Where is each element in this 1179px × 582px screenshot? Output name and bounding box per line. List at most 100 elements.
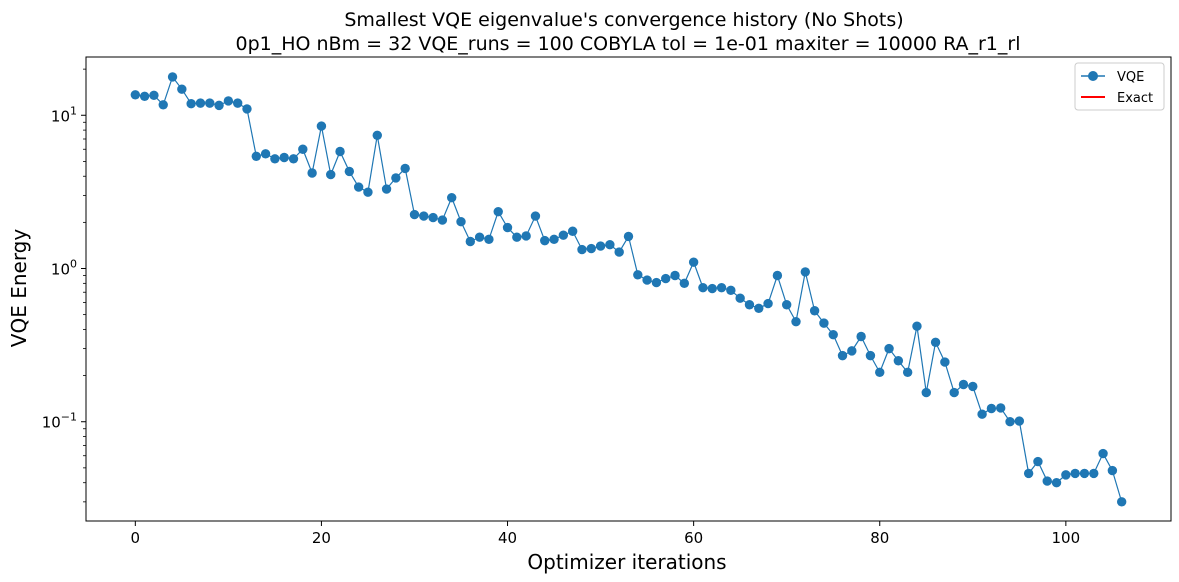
vqe-point-27 xyxy=(381,184,392,194)
vqe-point-104 xyxy=(1098,448,1108,459)
x-axis-label: Optimizer iterations xyxy=(527,550,726,574)
vqe-point-42 xyxy=(521,231,531,241)
vqe-point-39 xyxy=(493,206,503,217)
vqe-point-75 xyxy=(828,329,838,340)
vqe-point-25 xyxy=(363,187,373,197)
vqe-point-52 xyxy=(614,247,624,257)
vqe-point-21 xyxy=(326,169,336,180)
vqe-point-74 xyxy=(819,318,829,328)
vqe-point-60 xyxy=(688,257,699,267)
vqe-point-97 xyxy=(1033,456,1043,467)
vqe-point-85 xyxy=(921,387,931,398)
vqe-point-40 xyxy=(502,222,513,233)
vqe-point-23 xyxy=(344,166,355,177)
vqe-point-100 xyxy=(1061,470,1071,480)
legend-vqe-marker xyxy=(1088,71,1098,81)
vqe-point-15 xyxy=(270,154,280,164)
vqe-point-16 xyxy=(279,152,289,163)
vqe-point-78 xyxy=(856,331,866,342)
vqe-point-91 xyxy=(977,409,987,419)
vqe-point-0 xyxy=(130,90,141,100)
vqe-point-41 xyxy=(512,232,522,242)
vqe-point-20 xyxy=(316,121,327,131)
vqe-point-30 xyxy=(409,209,420,220)
vqe-point-80 xyxy=(875,367,885,378)
vqe-point-14 xyxy=(260,149,271,159)
vqe-point-44 xyxy=(540,235,550,246)
vqe-point-72 xyxy=(800,267,810,277)
x-tick-label-100: 100 xyxy=(1052,529,1081,547)
vqe-point-8 xyxy=(205,98,215,108)
vqe-point-50 xyxy=(595,241,606,251)
vqe-point-4 xyxy=(167,72,178,82)
vqe-point-17 xyxy=(288,154,299,164)
vqe-point-31 xyxy=(419,211,429,221)
vqe-point-73 xyxy=(809,306,820,316)
vqe-point-81 xyxy=(884,343,894,354)
vqe-point-102 xyxy=(1079,468,1090,479)
vqe-point-11 xyxy=(232,98,243,108)
vqe-point-88 xyxy=(949,387,959,398)
vqe-point-43 xyxy=(530,211,541,221)
vqe-point-70 xyxy=(781,300,792,310)
vqe-point-96 xyxy=(1023,468,1034,479)
vqe-point-56 xyxy=(651,277,662,288)
vqe-point-101 xyxy=(1070,468,1080,479)
vqe-point-32 xyxy=(428,212,438,223)
vqe-point-10 xyxy=(223,96,234,106)
legend: VQE Exact xyxy=(1074,62,1165,111)
vqe-point-77 xyxy=(847,346,857,356)
vqe-point-62 xyxy=(707,283,717,294)
chart-title: Smallest VQE eigenvalue's convergence hi… xyxy=(344,9,903,31)
vqe-point-18 xyxy=(298,144,308,154)
vqe-point-58 xyxy=(670,270,680,281)
vqe-point-61 xyxy=(698,282,708,293)
vqe-point-2 xyxy=(149,90,159,100)
vqe-point-92 xyxy=(986,403,997,414)
x-axis: 0 20 40 60 80 100 xyxy=(131,521,1081,547)
y-tick-label-2: 101 xyxy=(51,104,77,125)
vqe-point-95 xyxy=(1014,416,1025,426)
legend-vqe-label: VQE xyxy=(1117,70,1144,85)
vqe-point-6 xyxy=(186,98,196,109)
vqe-point-57 xyxy=(661,273,671,284)
vqe-point-28 xyxy=(391,173,401,183)
x-tick-label-40: 40 xyxy=(498,529,517,547)
vqe-point-86 xyxy=(930,337,941,347)
x-tick-label-0: 0 xyxy=(131,529,141,547)
vqe-point-105 xyxy=(1107,465,1118,476)
vqe-point-64 xyxy=(726,285,736,296)
vqe-point-36 xyxy=(465,236,476,247)
vqe-point-46 xyxy=(558,230,569,240)
plot-frame xyxy=(85,56,1172,522)
vqe-point-1 xyxy=(139,91,150,101)
vqe-point-98 xyxy=(1042,476,1052,486)
y-tick-label-1: 100 xyxy=(51,257,77,278)
vqe-point-54 xyxy=(633,270,643,280)
vqe-point-82 xyxy=(893,356,904,366)
vqe-point-26 xyxy=(372,130,382,140)
vqe-point-69 xyxy=(772,270,783,281)
vqe-point-29 xyxy=(400,163,410,174)
x-tick-label-60: 60 xyxy=(684,529,703,547)
plot-area xyxy=(130,72,1127,507)
vqe-point-38 xyxy=(484,234,494,245)
vqe-point-68 xyxy=(763,298,773,309)
vqe-point-79 xyxy=(865,350,876,361)
vqe-point-66 xyxy=(744,300,755,310)
vqe-point-71 xyxy=(791,316,801,327)
vqe-point-53 xyxy=(623,231,634,242)
chart-subtitle: 0p1_HO nBm = 32 VQE_runs = 100 COBYLA to… xyxy=(236,33,1021,55)
vqe-point-9 xyxy=(214,100,224,111)
vqe-point-37 xyxy=(474,232,485,242)
y-axis: 10−1 100 101 xyxy=(42,68,86,503)
vqe-point-103 xyxy=(1089,468,1099,479)
vqe-point-93 xyxy=(996,403,1006,413)
vqe-point-67 xyxy=(754,303,764,313)
vqe-point-35 xyxy=(456,217,466,227)
vqe-point-33 xyxy=(437,215,448,225)
vqe-point-47 xyxy=(567,226,578,236)
vqe-point-83 xyxy=(902,367,913,378)
vqe-point-48 xyxy=(577,244,587,255)
